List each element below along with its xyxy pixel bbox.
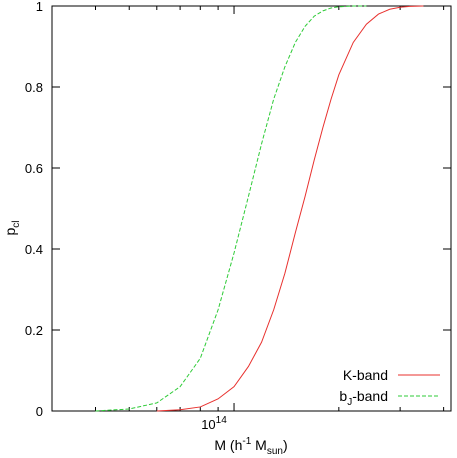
legend-label-bj-main: b	[339, 388, 347, 404]
legend-label-bj-suffix: -band	[352, 388, 388, 404]
legend-label-bj-band: bJ-band	[339, 388, 388, 408]
plot-frame	[51, 5, 452, 412]
legend-label-k-band: K-band	[343, 367, 388, 383]
x-tick-exp: 14	[216, 415, 228, 426]
x-tick-label-major: 1014	[201, 415, 227, 432]
x-axis-label: M (h-1 Msun)	[214, 436, 287, 457]
series-layer	[95, 5, 424, 412]
legend: K-band bJ-band	[339, 367, 440, 408]
tick-marks	[51, 5, 451, 412]
y-tick-label-3: 0.6	[25, 161, 43, 176]
x-axis-label-suffix: )	[283, 437, 288, 453]
series-line-b-j-band	[95, 5, 367, 412]
x-axis-label-sup: -1	[242, 436, 251, 447]
series-line-k-band	[156, 5, 424, 412]
legend-label-bj-sub: J	[347, 397, 352, 408]
y-axis-label-base: p	[2, 228, 18, 236]
y-tick-label-2: 0.4	[25, 242, 43, 257]
x-axis-label-middle: M	[251, 437, 267, 453]
x-tick-base: 10	[201, 417, 215, 432]
y-tick-labels: 0 0.2 0.4 0.6 0.8 1	[25, 0, 43, 419]
y-axis-label: pcl	[2, 220, 22, 235]
y-tick-label-0: 0	[36, 404, 43, 419]
y-tick-label-5: 1	[36, 0, 43, 14]
y-tick-label-1: 0.2	[25, 323, 43, 338]
y-axis-label-sub: cl	[11, 220, 22, 227]
x-axis-label-sub: sun	[267, 446, 283, 457]
x-axis-label-prefix: M (h	[214, 437, 242, 453]
y-tick-label-4: 0.8	[25, 80, 43, 95]
